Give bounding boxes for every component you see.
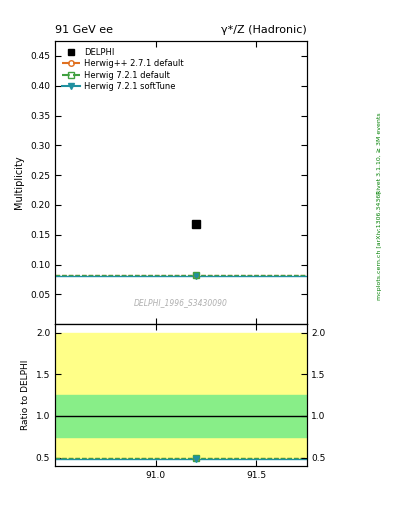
Bar (55, 395, 307, 437)
Y-axis label: Multiplicity: Multiplicity (15, 156, 24, 209)
Text: 91 GeV ee: 91 GeV ee (55, 25, 113, 35)
Text: mcplots.cern.ch [arXiv:1306.3436]: mcplots.cern.ch [arXiv:1306.3436] (377, 191, 382, 300)
Bar (55, 333, 307, 458)
Text: γ*/Z (Hadronic): γ*/Z (Hadronic) (221, 25, 307, 35)
Text: Rivet 3.1.10, ≥ 3M events: Rivet 3.1.10, ≥ 3M events (377, 113, 382, 195)
Legend: DELPHI, Herwig++ 2.7.1 default, Herwig 7.2.1 default, Herwig 7.2.1 softTune: DELPHI, Herwig++ 2.7.1 default, Herwig 7… (59, 45, 186, 94)
Y-axis label: Ratio to DELPHI: Ratio to DELPHI (21, 360, 30, 430)
Text: DELPHI_1996_S3430090: DELPHI_1996_S3430090 (134, 298, 228, 307)
